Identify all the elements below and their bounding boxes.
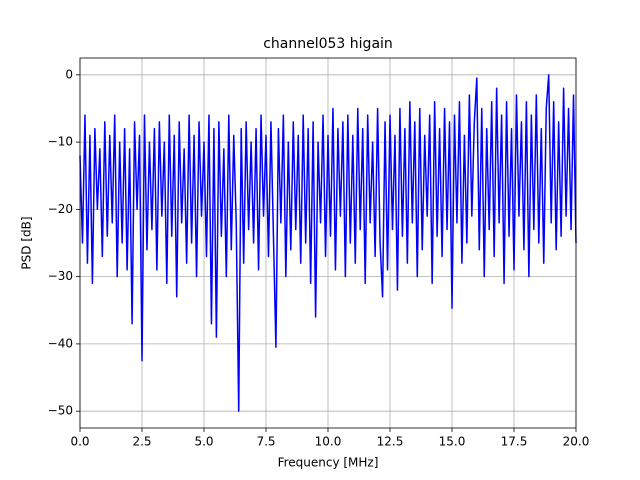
y-tick-label: −40 — [48, 336, 73, 350]
x-tick-label: 0.0 — [70, 435, 89, 449]
y-tick-label: 0 — [65, 67, 73, 81]
y-tick-label: −10 — [48, 135, 73, 149]
x-tick-label: 17.5 — [501, 435, 528, 449]
x-tick-label: 12.5 — [377, 435, 404, 449]
plot-area — [79, 74, 577, 412]
x-tick-label: 10.0 — [315, 435, 342, 449]
x-tick-label: 20.0 — [563, 435, 590, 449]
y-tick-label: −20 — [48, 202, 73, 216]
chart-title: channel053 higain — [263, 36, 393, 52]
y-axis-label: PSD [dB] — [20, 216, 34, 269]
axes-frame — [79, 57, 577, 429]
axes: 0.0 2.5 5.0 7.5 10.0 12.5 15.0 17.5 20.0 −50 −40 −3… — [48, 57, 590, 449]
x-tick-label: 7.5 — [256, 435, 275, 449]
x-axis-label: Frequency [MHz] — [278, 456, 379, 470]
x-tick-label: 5.0 — [194, 435, 213, 449]
x-tick-label: 2.5 — [132, 435, 151, 449]
psd-line — [79, 74, 577, 412]
y-tick-label: −50 — [48, 404, 73, 418]
y-tick-label: −30 — [48, 269, 73, 283]
x-tick-label: 15.0 — [439, 435, 466, 449]
